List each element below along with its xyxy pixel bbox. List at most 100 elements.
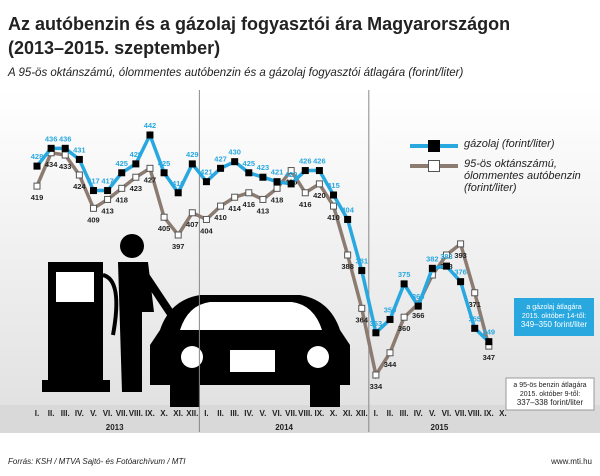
x-tick-label: VI.	[272, 409, 282, 418]
title-line: Az autóbenzin és a gázolaj fogyasztói ár…	[8, 14, 510, 34]
point	[457, 278, 465, 286]
data-label: 436	[59, 134, 72, 143]
data-label: 393	[454, 251, 467, 260]
axis-band	[0, 405, 600, 433]
x-tick-label: VII.	[455, 409, 467, 418]
annotation: a gázolaj átlagára	[526, 304, 581, 311]
x-tick-label: IV.	[244, 409, 253, 418]
data-label: 383	[440, 252, 453, 261]
point	[61, 151, 69, 159]
data-label: 413	[101, 206, 114, 215]
data-label: 404	[200, 226, 213, 235]
pump	[42, 234, 179, 392]
x-tick-label: VII.	[285, 409, 297, 418]
annotation: 337–338 forint/liter	[517, 398, 584, 407]
x-tick-label: I.	[204, 409, 208, 418]
x-tick-label: III.	[230, 409, 239, 418]
data-label: 424	[73, 182, 86, 191]
car	[150, 295, 350, 407]
annotation: 349–350 forint/liter	[521, 320, 588, 329]
title-line: (2013–2015. szeptember)	[8, 38, 220, 58]
legend: gázolaj (forint/liter) 95-ös oktánszámú, …	[410, 138, 595, 200]
point	[33, 162, 41, 170]
data-label: 423	[257, 163, 270, 172]
x-tick-label: III.	[400, 409, 409, 418]
x-tick-label: X.	[499, 409, 507, 418]
x-tick-label: IX.	[484, 409, 494, 418]
x-tick-label: II.	[217, 409, 224, 418]
point	[245, 189, 253, 197]
point	[358, 304, 366, 312]
data-label: 417	[101, 177, 114, 186]
x-tick-label: V.	[260, 409, 267, 418]
annotation-box	[514, 298, 594, 336]
x-tick-label: VI.	[442, 409, 452, 418]
x-tick-label: XI.	[343, 409, 353, 418]
x-tick-label: V.	[90, 409, 97, 418]
data-label: 405	[158, 224, 171, 233]
data-label: 410	[214, 213, 227, 222]
x-tick-label: I.	[374, 409, 378, 418]
point	[273, 178, 281, 186]
point	[146, 164, 154, 172]
data-label: 426	[299, 157, 312, 166]
point	[442, 251, 450, 259]
source: Forrás: KSH / MTVA Sajtó- és Fotóarchívu…	[8, 457, 186, 466]
data-label: 376	[454, 268, 467, 277]
data-label: 425	[158, 159, 171, 168]
x-tick-label: XI.	[173, 409, 183, 418]
data-label: 426	[313, 157, 326, 166]
point	[217, 164, 225, 172]
data-label: 410	[327, 213, 340, 222]
data-label: 407	[186, 220, 199, 229]
point	[485, 338, 493, 346]
x-tick-label: VIII.	[129, 409, 143, 418]
point	[146, 131, 154, 139]
data-label: 416	[299, 200, 312, 209]
point	[330, 202, 338, 210]
point	[400, 313, 408, 321]
x-tick-label: VIII.	[298, 409, 312, 418]
point	[344, 215, 352, 223]
point	[202, 178, 210, 186]
data-label: 353	[370, 319, 383, 328]
point	[457, 240, 465, 248]
data-label: 427	[144, 175, 157, 184]
data-label: 436	[45, 134, 58, 143]
point	[174, 231, 182, 239]
point	[202, 215, 210, 223]
point	[442, 262, 450, 270]
x-tick-label: XII.	[356, 409, 368, 418]
point	[315, 180, 323, 188]
data-label: 344	[384, 360, 397, 369]
data-label: 382	[426, 254, 439, 263]
data-label: 355	[468, 314, 481, 323]
point	[231, 158, 239, 166]
point	[231, 193, 239, 201]
point	[245, 169, 253, 177]
annotation-box	[505, 377, 595, 411]
point	[89, 204, 97, 212]
data-label: 425	[115, 159, 128, 168]
point	[132, 173, 140, 181]
x-tick-label: III.	[61, 409, 70, 418]
point	[315, 167, 323, 175]
data-label: 415	[327, 181, 340, 190]
x-tick-label: IV.	[75, 409, 84, 418]
x-tick-label: IX.	[145, 409, 155, 418]
point	[217, 202, 225, 210]
point	[47, 144, 55, 152]
data-label: 434	[45, 160, 58, 169]
point	[118, 169, 126, 177]
x-tick-label: II.	[387, 409, 394, 418]
data-label: 349	[483, 328, 496, 337]
data-label: 421	[271, 168, 284, 177]
point	[330, 191, 338, 199]
data-label: 417	[87, 177, 100, 186]
x-tick-label: VIII.	[468, 409, 482, 418]
data-label: 388	[341, 262, 354, 271]
point	[75, 171, 83, 179]
point	[104, 187, 112, 195]
